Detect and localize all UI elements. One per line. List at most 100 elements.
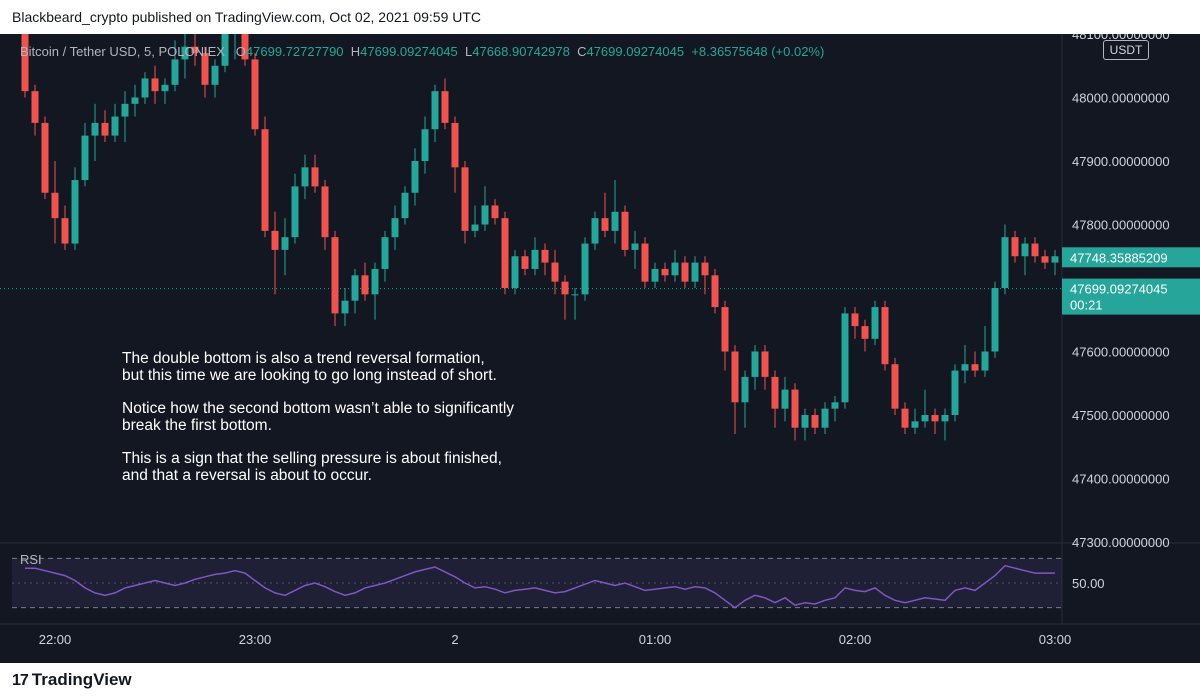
candle-body bbox=[701, 262, 709, 276]
candle-body bbox=[171, 59, 179, 85]
candle-body bbox=[891, 364, 899, 409]
candle-body bbox=[71, 180, 79, 244]
y-tick-label: 47900.00000000 bbox=[1072, 154, 1170, 169]
rsi-label: RSI bbox=[20, 552, 42, 567]
candle-body bbox=[271, 230, 279, 250]
candle-body bbox=[161, 84, 169, 92]
tradingview-logo[interactable]: 17 TradingView bbox=[12, 670, 132, 689]
x-tick-label: 2 bbox=[451, 632, 458, 647]
candle-body bbox=[201, 53, 209, 85]
rsi-tick-label: 50.00 bbox=[1072, 576, 1105, 591]
candle-body bbox=[311, 167, 319, 187]
y-tick-label: 47300.00000000 bbox=[1072, 535, 1170, 550]
x-tick-label: 03:00 bbox=[1039, 632, 1072, 647]
candle-body bbox=[821, 408, 829, 428]
candle-body bbox=[881, 307, 889, 365]
candle-body bbox=[1021, 243, 1029, 257]
candle-body bbox=[631, 243, 639, 250]
y-tick-label: 48000.00000000 bbox=[1072, 91, 1170, 106]
candle-body bbox=[951, 370, 959, 415]
candle-body bbox=[31, 91, 39, 123]
publish-header: Blackbeard_crypto published on TradingVi… bbox=[0, 0, 1200, 34]
candle-body bbox=[401, 192, 409, 219]
candle-body bbox=[61, 218, 69, 244]
x-tick-label: 22:00 bbox=[39, 632, 72, 647]
candle-body bbox=[501, 218, 509, 288]
close-value: 47699.09274045 bbox=[586, 44, 685, 59]
candle-body bbox=[921, 415, 929, 422]
candle-body bbox=[251, 59, 259, 130]
last-price-text: 47748.35885209 bbox=[1070, 250, 1168, 265]
candle-body bbox=[1041, 256, 1049, 263]
candle-body bbox=[651, 268, 659, 282]
candle-body bbox=[431, 91, 439, 130]
candle-body bbox=[781, 389, 789, 409]
high-label: H bbox=[350, 44, 361, 59]
candle-body bbox=[601, 218, 609, 231]
candle-body bbox=[961, 364, 969, 371]
y-tick-label: 47500.00000000 bbox=[1072, 408, 1170, 423]
candle-body bbox=[531, 249, 539, 269]
candle-body bbox=[911, 421, 919, 428]
open-value: 47699.72727790 bbox=[245, 44, 344, 59]
candle-body bbox=[441, 91, 449, 123]
candle-body bbox=[81, 135, 89, 181]
candle-body bbox=[991, 288, 999, 352]
candle-body bbox=[511, 256, 519, 288]
candle-body bbox=[301, 167, 309, 187]
candle-body bbox=[791, 389, 799, 428]
current-price-text: 47699.09274045 bbox=[1070, 282, 1168, 297]
current-price-countdown: 00:21 bbox=[1070, 298, 1103, 313]
candle-body bbox=[421, 129, 429, 161]
candle-body bbox=[661, 268, 669, 276]
candle-body bbox=[331, 237, 339, 314]
candle-body bbox=[831, 402, 839, 409]
candle-body bbox=[751, 351, 759, 377]
candle-body bbox=[461, 167, 469, 231]
candle-body bbox=[101, 122, 109, 136]
candle-body bbox=[861, 326, 869, 339]
candle-body bbox=[41, 122, 49, 193]
low-value: 47668.90742978 bbox=[472, 44, 570, 59]
candle-body bbox=[281, 237, 289, 250]
candle-body bbox=[471, 224, 479, 231]
x-tick-label: 23:00 bbox=[239, 632, 272, 647]
last-price-tag bbox=[1062, 247, 1200, 268]
candle-body bbox=[191, 46, 199, 54]
plot-background bbox=[0, 34, 1062, 542]
candle-body bbox=[731, 351, 739, 403]
candle-body bbox=[221, 34, 229, 66]
candle-body bbox=[641, 243, 649, 282]
candle-body bbox=[691, 262, 699, 282]
candle-body bbox=[521, 256, 529, 269]
candle-body bbox=[541, 249, 549, 263]
x-tick-label: 02:00 bbox=[839, 632, 872, 647]
current-price-tag bbox=[1062, 278, 1200, 315]
candle-body bbox=[681, 262, 689, 282]
candle-body bbox=[181, 46, 189, 60]
candle-body bbox=[721, 307, 729, 352]
change-value: +8.36575648 (+0.02%) bbox=[691, 44, 825, 59]
candle-body bbox=[291, 186, 299, 238]
candle-body bbox=[111, 116, 119, 136]
candle-body bbox=[241, 34, 249, 60]
candle-body bbox=[871, 307, 879, 339]
candle-body bbox=[581, 243, 589, 295]
candle-body bbox=[561, 281, 569, 295]
candlestick-chart[interactable]: 48100.00000000 48000.00000000 47900.000000… bbox=[0, 34, 1200, 663]
candle-body bbox=[391, 218, 399, 238]
candle-body bbox=[711, 275, 719, 308]
candle-body bbox=[481, 205, 489, 225]
currency-badge[interactable]: USDT bbox=[1103, 40, 1149, 60]
candle-body bbox=[811, 415, 819, 428]
low-label: L bbox=[465, 44, 473, 59]
candle-body bbox=[771, 376, 779, 409]
symbol-label[interactable]: Bitcoin / Tether USD, 5, POLONIEX bbox=[20, 44, 225, 59]
candle-body bbox=[411, 161, 419, 193]
chart-area[interactable]: 48100.00000000 48000.00000000 47900.000000… bbox=[0, 34, 1200, 663]
candle-body bbox=[91, 122, 99, 136]
annotation-paragraph: This is a sign that the selling pressure… bbox=[122, 450, 502, 484]
candle-body bbox=[341, 300, 349, 314]
candle-body bbox=[1001, 237, 1009, 288]
candle-body bbox=[211, 65, 219, 85]
